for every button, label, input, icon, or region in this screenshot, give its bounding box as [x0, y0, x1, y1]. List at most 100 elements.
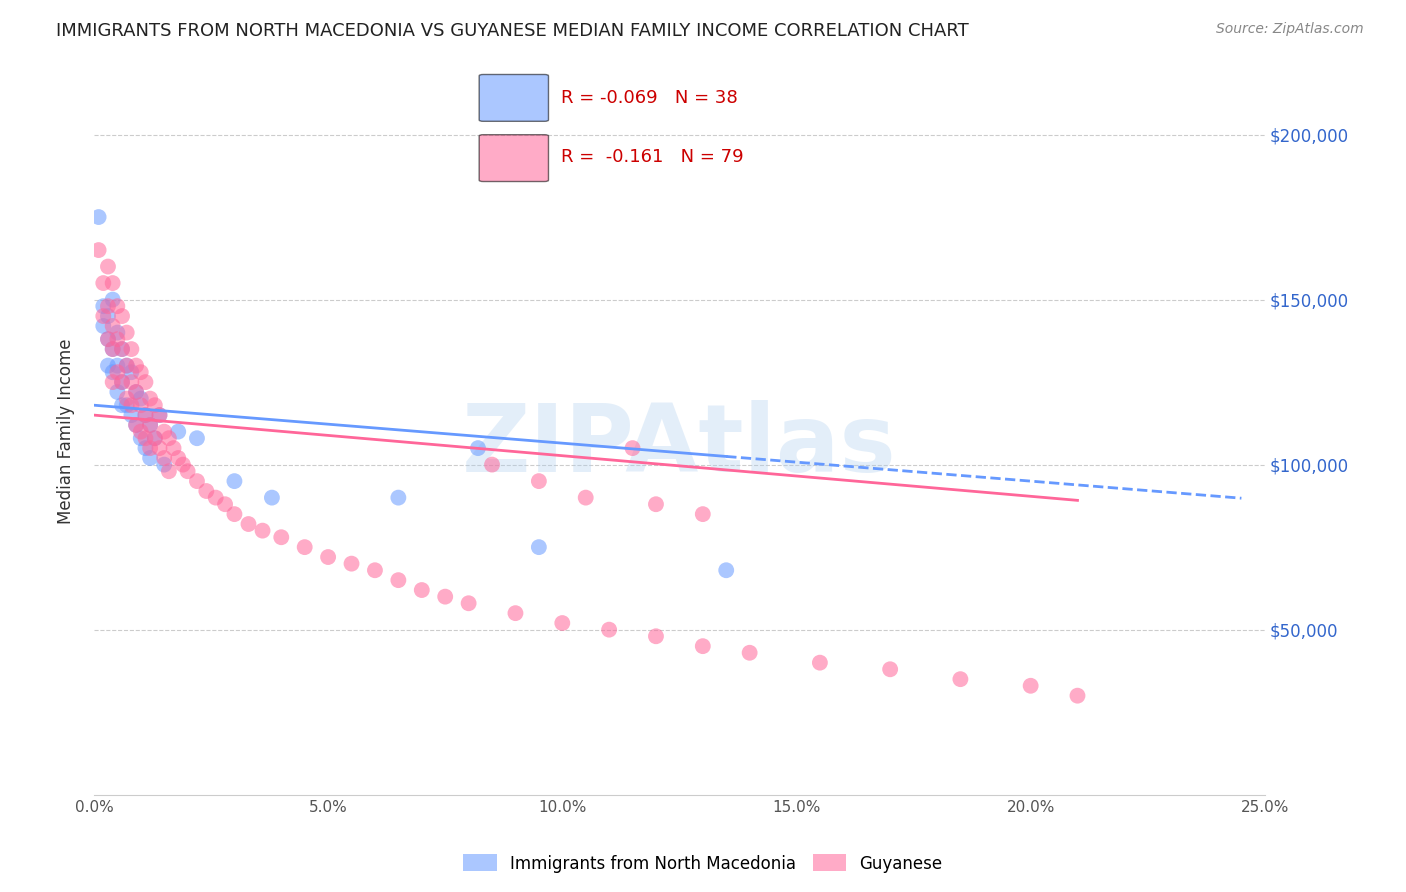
Point — [294, 540, 316, 554]
Point — [129, 425, 152, 439]
Point — [105, 384, 128, 399]
Point — [716, 563, 738, 577]
Point — [129, 365, 152, 379]
Point — [139, 417, 162, 432]
Point — [111, 375, 134, 389]
Point — [101, 293, 124, 307]
Point — [87, 210, 110, 224]
Point — [101, 318, 124, 333]
Point — [97, 299, 120, 313]
Point — [125, 359, 148, 373]
Point — [143, 398, 166, 412]
Point — [111, 309, 134, 323]
Point — [153, 458, 176, 472]
Point — [1066, 689, 1088, 703]
Point — [167, 450, 190, 465]
Point — [134, 408, 156, 422]
Point — [148, 408, 170, 422]
Point — [481, 458, 503, 472]
Point — [316, 549, 339, 564]
Point — [111, 398, 134, 412]
Point — [692, 639, 714, 653]
Point — [153, 425, 176, 439]
Point — [111, 342, 134, 356]
Point — [387, 573, 409, 587]
Point — [105, 359, 128, 373]
Point — [105, 299, 128, 313]
Point — [692, 507, 714, 521]
Point — [411, 582, 433, 597]
Point — [134, 408, 156, 422]
Point — [645, 497, 668, 511]
Point — [252, 524, 274, 538]
Point — [270, 530, 292, 544]
Point — [172, 458, 194, 472]
Point — [879, 662, 901, 676]
Text: ZIPAtlas: ZIPAtlas — [463, 401, 897, 492]
Point — [738, 646, 761, 660]
Point — [125, 417, 148, 432]
Point — [129, 392, 152, 406]
Point — [125, 417, 148, 432]
Point — [105, 332, 128, 346]
Point — [129, 398, 152, 412]
Point — [115, 398, 138, 412]
Point — [162, 441, 184, 455]
Point — [115, 392, 138, 406]
Point — [91, 309, 114, 323]
Point — [387, 491, 409, 505]
Point — [204, 491, 226, 505]
Point — [186, 474, 208, 488]
Point — [195, 483, 218, 498]
Point — [434, 590, 457, 604]
Point — [115, 359, 138, 373]
Point — [97, 359, 120, 373]
Point — [139, 441, 162, 455]
Point — [134, 375, 156, 389]
Point — [91, 299, 114, 313]
Point — [97, 332, 120, 346]
Point — [105, 326, 128, 340]
Point — [139, 392, 162, 406]
Point — [120, 398, 142, 412]
Text: IMMIGRANTS FROM NORTH MACEDONIA VS GUYANESE MEDIAN FAMILY INCOME CORRELATION CHA: IMMIGRANTS FROM NORTH MACEDONIA VS GUYAN… — [56, 22, 969, 40]
Point — [101, 276, 124, 290]
Point — [87, 243, 110, 257]
Point — [101, 342, 124, 356]
Point — [467, 441, 489, 455]
FancyBboxPatch shape — [479, 75, 548, 121]
Point — [97, 260, 120, 274]
Point — [340, 557, 363, 571]
Point — [125, 384, 148, 399]
Point — [91, 276, 114, 290]
Point — [645, 629, 668, 643]
Point — [551, 615, 574, 630]
Point — [148, 408, 170, 422]
Point — [527, 474, 550, 488]
Point — [575, 491, 598, 505]
Point — [1019, 679, 1042, 693]
Point — [139, 417, 162, 432]
Point — [238, 516, 260, 531]
FancyBboxPatch shape — [479, 135, 548, 182]
Point — [129, 431, 152, 445]
Point — [115, 326, 138, 340]
Point — [186, 431, 208, 445]
Point — [153, 450, 176, 465]
Point — [134, 441, 156, 455]
Point — [167, 425, 190, 439]
Point — [143, 431, 166, 445]
Point — [97, 309, 120, 323]
Point — [457, 596, 479, 610]
Point — [949, 672, 972, 686]
Text: R =  -0.161   N = 79: R = -0.161 N = 79 — [561, 148, 744, 166]
Point — [125, 384, 148, 399]
Point — [527, 540, 550, 554]
Point — [176, 464, 198, 478]
Point — [111, 375, 134, 389]
Point — [224, 474, 246, 488]
Point — [120, 408, 142, 422]
Point — [621, 441, 644, 455]
Y-axis label: Median Family Income: Median Family Income — [58, 339, 75, 524]
Text: R = -0.069   N = 38: R = -0.069 N = 38 — [561, 89, 738, 107]
